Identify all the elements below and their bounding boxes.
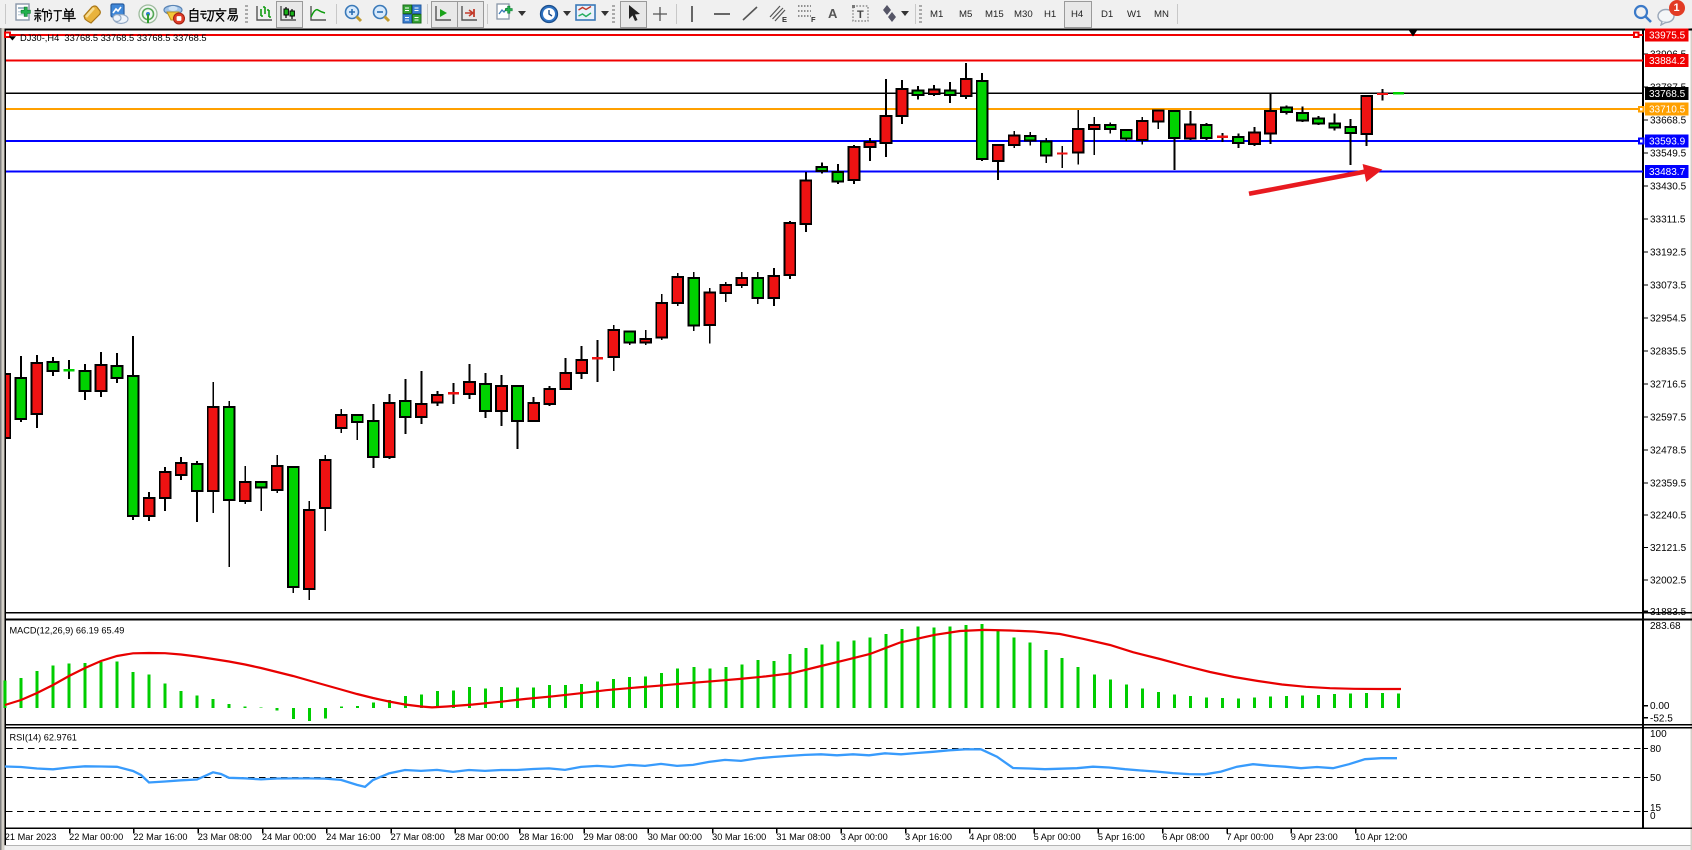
svg-text:22 Mar 16:00: 22 Mar 16:00 [133,832,187,842]
svg-text:0.00: 0.00 [1650,701,1670,712]
svg-text:33975.5: 33975.5 [1649,31,1686,42]
svg-text:RSI(14) 62.9761: RSI(14) 62.9761 [10,733,77,743]
svg-text:33768.5: 33768.5 [1649,89,1686,100]
svg-text:15: 15 [1650,803,1662,814]
svg-text:9 Apr 23:00: 9 Apr 23:00 [1291,832,1338,842]
svg-text:0: 0 [1650,811,1656,822]
svg-text:24 Mar 00:00: 24 Mar 00:00 [262,832,316,842]
svg-text:33430.5: 33430.5 [1650,182,1687,193]
svg-text:80: 80 [1650,744,1662,755]
svg-text:3 Apr 00:00: 3 Apr 00:00 [841,832,888,842]
svg-text:5 Apr 00:00: 5 Apr 00:00 [1034,832,1081,842]
svg-text:32716.5: 32716.5 [1650,380,1687,391]
svg-text:28 Mar 16:00: 28 Mar 16:00 [519,832,573,842]
svg-text:29 Mar 08:00: 29 Mar 08:00 [584,832,638,842]
svg-text:22 Mar 00:00: 22 Mar 00:00 [69,832,123,842]
svg-text:32240.5: 32240.5 [1650,511,1687,522]
svg-text:33710.5: 33710.5 [1649,104,1686,115]
svg-text:32359.5: 32359.5 [1650,479,1687,490]
svg-text:32597.5: 32597.5 [1650,413,1687,424]
svg-text:32478.5: 32478.5 [1650,446,1687,457]
svg-text:5 Apr 16:00: 5 Apr 16:00 [1098,832,1145,842]
svg-text:100: 100 [1650,729,1667,740]
svg-text:32002.5: 32002.5 [1650,576,1687,587]
svg-text:10 Apr 12:00: 10 Apr 12:00 [1355,832,1407,842]
svg-text:4 Apr 08:00: 4 Apr 08:00 [969,832,1016,842]
svg-text:27 Mar 08:00: 27 Mar 08:00 [391,832,445,842]
svg-text:31883.5: 31883.5 [1650,607,1687,618]
svg-text:F: F [811,15,816,24]
svg-text:E: E [782,15,787,24]
svg-text:33549.5: 33549.5 [1650,149,1687,160]
svg-text:33668.5: 33668.5 [1650,116,1687,127]
svg-text:33073.5: 33073.5 [1650,281,1687,292]
svg-text:28 Mar 00:00: 28 Mar 00:00 [455,832,509,842]
svg-text:24 Mar 16:00: 24 Mar 16:00 [326,832,380,842]
svg-text:3 Apr 16:00: 3 Apr 16:00 [905,832,952,842]
svg-text:21 Mar 2023: 21 Mar 2023 [5,832,57,842]
svg-text:32121.5: 32121.5 [1650,543,1687,554]
svg-text:33884.2: 33884.2 [1649,56,1686,67]
svg-text:7 Apr 00:00: 7 Apr 00:00 [1227,832,1274,842]
svg-text:MACD(12,26,9) 66.19 65.49: MACD(12,26,9) 66.19 65.49 [10,626,125,636]
svg-text:33192.5: 33192.5 [1650,248,1687,259]
svg-text:50: 50 [1650,773,1662,784]
svg-text:6 Apr 08:00: 6 Apr 08:00 [1162,832,1209,842]
svg-text:31 Mar 08:00: 31 Mar 08:00 [776,832,830,842]
svg-text:23 Mar 08:00: 23 Mar 08:00 [198,832,252,842]
svg-text:32835.5: 32835.5 [1650,347,1687,358]
svg-text:33311.5: 33311.5 [1650,215,1686,226]
svg-text:32954.5: 32954.5 [1650,314,1687,325]
svg-text:33483.7: 33483.7 [1649,167,1686,178]
svg-text:33593.9: 33593.9 [1649,137,1686,148]
svg-text:30 Mar 00:00: 30 Mar 00:00 [648,832,702,842]
svg-text:T: T [857,9,864,21]
svg-text:-52.5: -52.5 [1650,713,1673,724]
svg-text:DJ30-,H4 33768.5 33768.5 3376: DJ30-,H4 33768.5 33768.5 33768.5 33768.5 [20,33,207,43]
svg-text:283.68: 283.68 [1650,621,1681,632]
svg-text:30 Mar 16:00: 30 Mar 16:00 [712,832,766,842]
